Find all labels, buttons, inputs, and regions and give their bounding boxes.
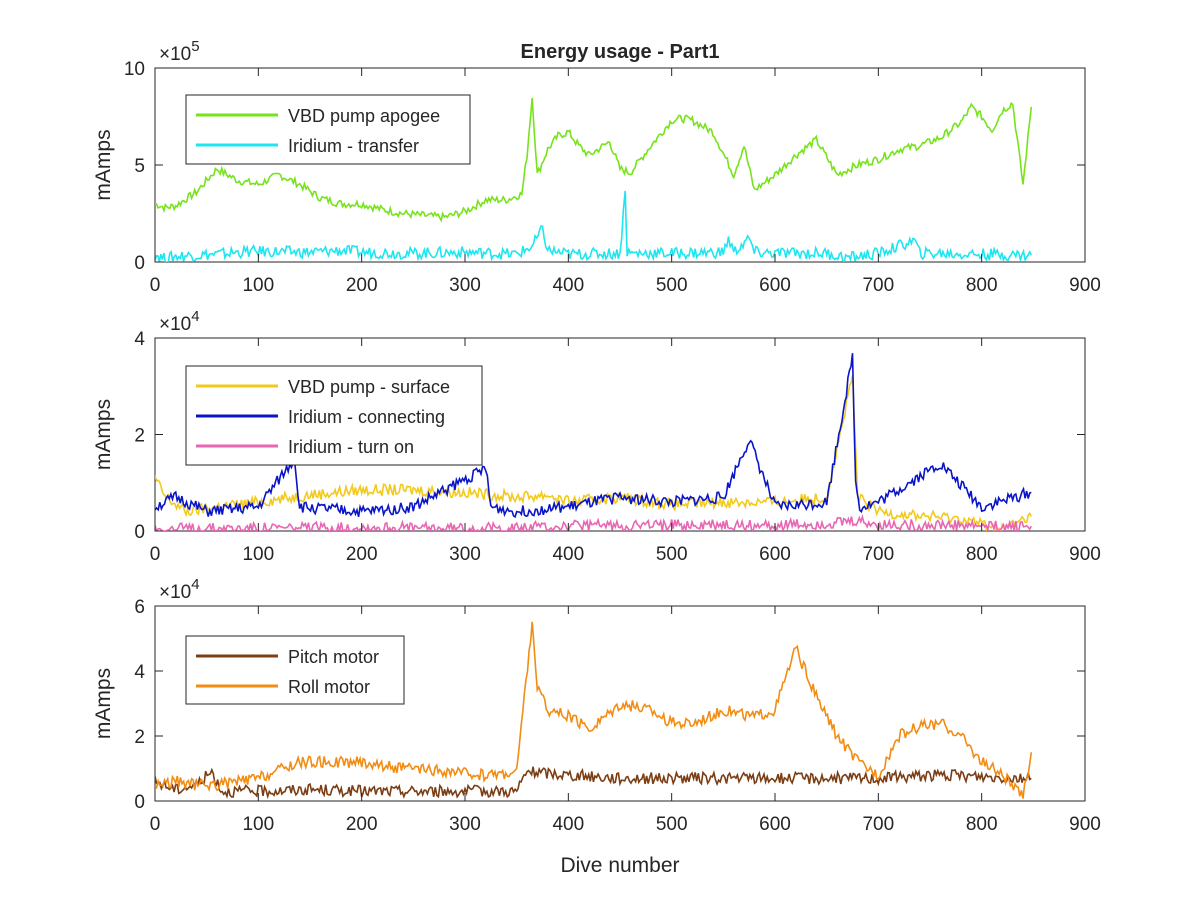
y-tick-label: 4 [134, 662, 145, 683]
x-tick-label: 600 [759, 275, 791, 296]
x-tick-label: 200 [346, 544, 378, 565]
series-line-1-2 [155, 190, 1033, 262]
legend-entry: VBD pump - surface [288, 377, 450, 397]
legend-entry: Iridium - turn on [288, 437, 414, 457]
x-tick-label: 300 [449, 275, 481, 296]
legend-entry: Pitch motor [288, 647, 379, 667]
panel-2: 0 100 200 300 400 500 600 700 800 900 0 2 4 ×104 mAmps… [92, 308, 1101, 565]
series-line-3-2 [155, 621, 1033, 799]
x-tick-label: 400 [552, 275, 584, 296]
y-tick-label: 2 [134, 727, 145, 748]
x-tick-label: 600 [759, 544, 791, 565]
x-tick-label: 900 [1069, 275, 1101, 296]
x-tick-label: 500 [656, 544, 688, 565]
legend-entry: Roll motor [288, 677, 370, 697]
panel-1: 0 100 200 300 400 500 600 700 800 900 0 5 10 ×105 mAmp… [92, 38, 1101, 296]
y-exponent-label: ×104 [159, 308, 200, 335]
x-tick-label: 400 [552, 814, 584, 835]
y-tick-label: 5 [134, 156, 145, 177]
legend-entry: Iridium - transfer [288, 136, 419, 156]
legend: Pitch motor Roll motor [185, 635, 405, 705]
x-tick-label: 100 [242, 275, 274, 296]
series-line-3-1 [155, 766, 1032, 800]
x-axis-label: Dive number [560, 854, 679, 877]
x-tick-label: 100 [242, 544, 274, 565]
x-tick-label: 100 [242, 814, 274, 835]
x-tick-label: 900 [1069, 544, 1101, 565]
series-line-1-1 [155, 97, 1033, 223]
x-tick-label: 800 [966, 544, 998, 565]
x-tick-label: 0 [150, 814, 161, 835]
x-tick-label: 700 [862, 275, 894, 296]
legend-entry: VBD pump apogee [288, 106, 440, 126]
y-tick-label: 0 [134, 522, 145, 543]
y-axis-label: mAmps [92, 129, 115, 200]
legend: VBD pump apogee Iridium - transfer [185, 94, 471, 165]
y-tick-label: 0 [134, 792, 145, 813]
y-exponent-label: ×105 [159, 38, 200, 65]
x-tick-label: 800 [966, 814, 998, 835]
panel-3: 0 100 200 300 400 500 600 700 800 900 0 2 4 6 ×104 mAmp… [92, 576, 1101, 835]
legend: VBD pump - surface Iridium - connecting Ir… [185, 365, 483, 466]
y-axis-label: mAmps [92, 668, 115, 739]
y-exponent-label: ×104 [159, 576, 200, 603]
series-line-2-2 [155, 353, 1032, 519]
y-tick-label: 4 [134, 329, 145, 350]
x-tick-label: 500 [656, 275, 688, 296]
y-tick-label: 6 [134, 597, 145, 618]
x-tick-label: 0 [150, 275, 161, 296]
x-tick-label: 800 [966, 275, 998, 296]
x-tick-label: 0 [150, 544, 161, 565]
x-tick-label: 600 [759, 814, 791, 835]
y-tick-label: 2 [134, 426, 145, 447]
series-line-2-1 [155, 375, 1033, 531]
y-axis-label: mAmps [92, 399, 115, 470]
y-tick-label: 10 [124, 59, 145, 80]
x-tick-label: 300 [449, 814, 481, 835]
x-tick-label: 700 [862, 544, 894, 565]
series-line-2-3 [155, 514, 1033, 531]
x-tick-label: 400 [552, 544, 584, 565]
y-tick-label: 0 [134, 253, 145, 274]
x-tick-label: 500 [656, 814, 688, 835]
chart-title: Energy usage - Part1 [521, 41, 720, 63]
x-tick-label: 700 [862, 814, 894, 835]
x-tick-label: 200 [346, 814, 378, 835]
x-tick-label: 900 [1069, 814, 1101, 835]
x-tick-label: 200 [346, 275, 378, 296]
legend-entry: Iridium - connecting [288, 407, 445, 427]
x-tick-label: 300 [449, 544, 481, 565]
